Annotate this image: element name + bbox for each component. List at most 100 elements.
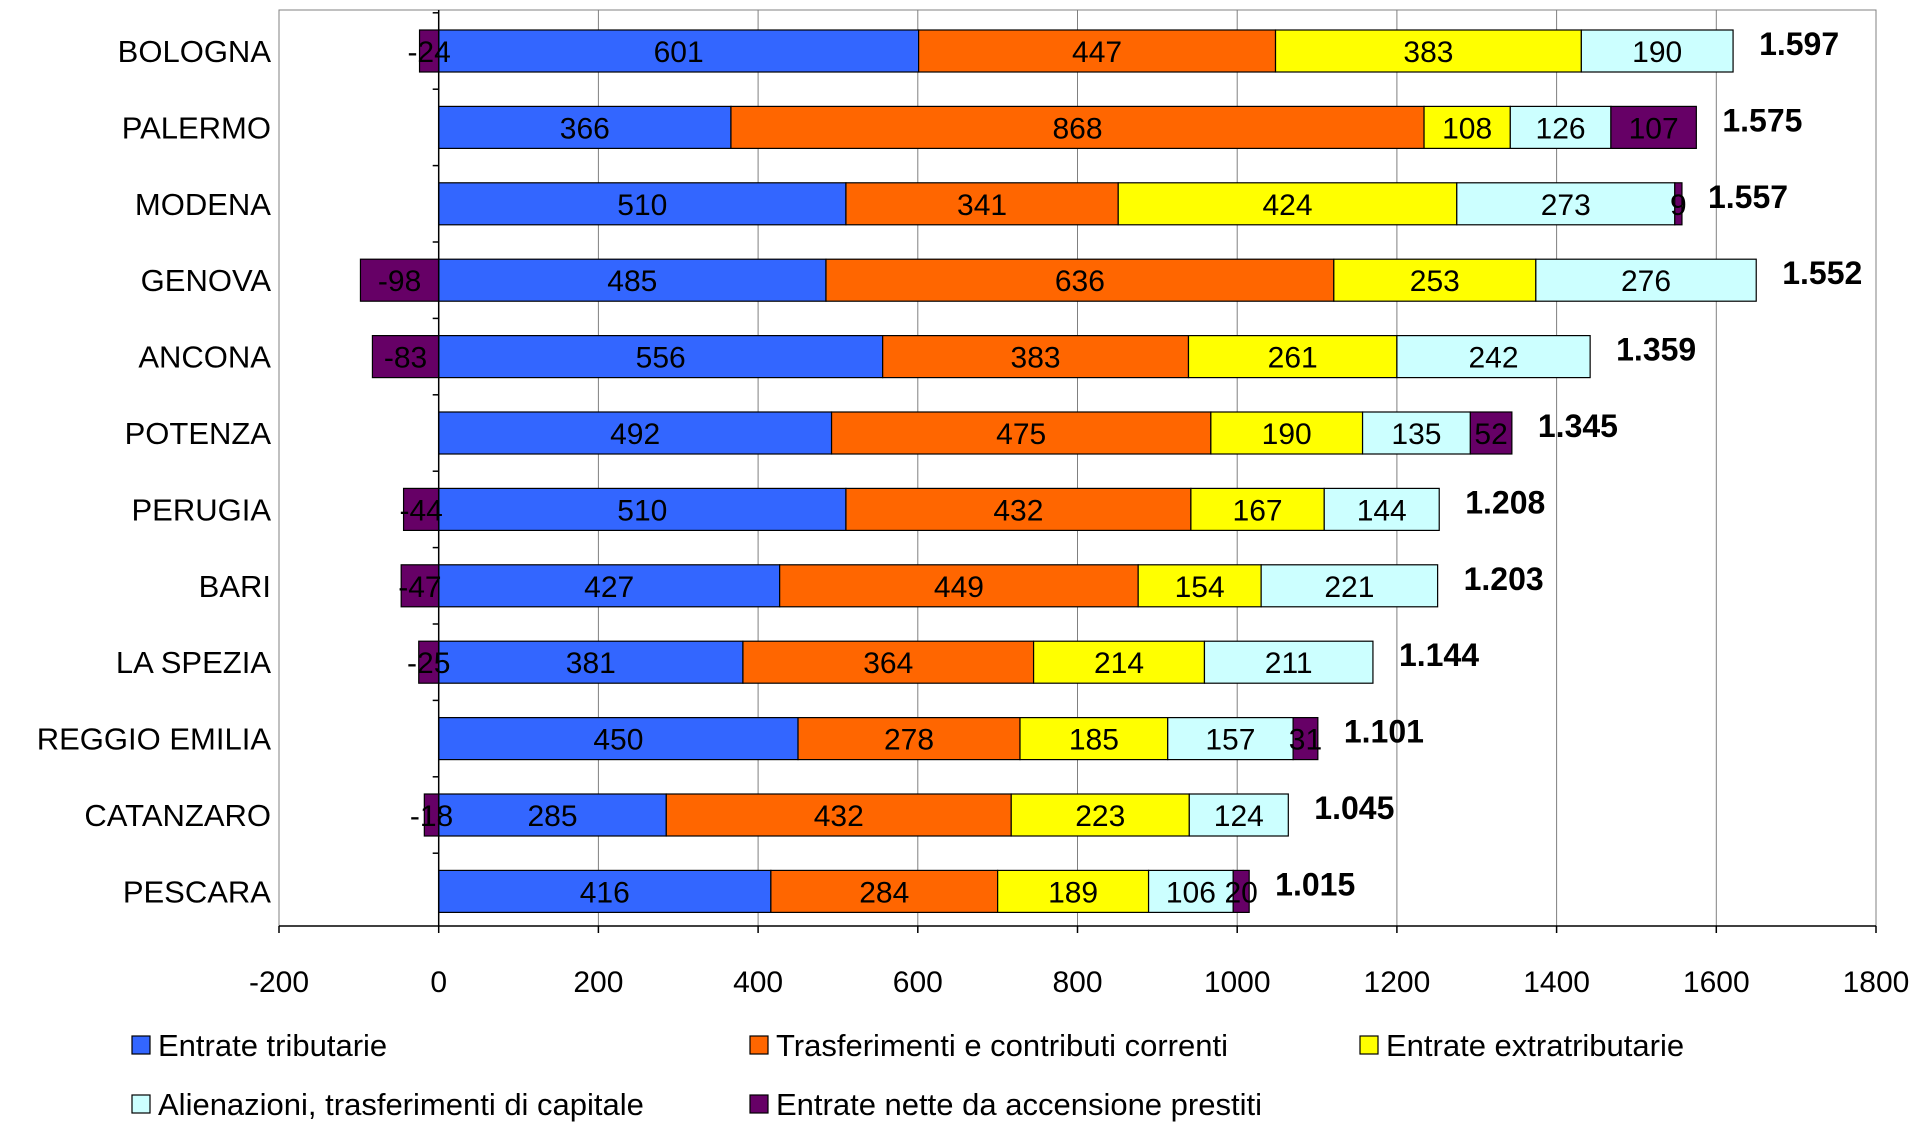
bar-segment xyxy=(1147,869,1234,914)
segment-value-label: 108 xyxy=(1442,112,1492,145)
x-tick-label: 600 xyxy=(893,966,943,999)
bar-segment xyxy=(438,182,847,226)
x-tick-label: 1800 xyxy=(1843,966,1910,999)
bar-segment xyxy=(1260,564,1439,608)
category-label: LA SPEZIA xyxy=(116,645,271,680)
segment-value-label: 107 xyxy=(1629,112,1679,145)
bar-segment xyxy=(665,793,1012,837)
segment-value-label: 190 xyxy=(1262,418,1312,451)
total-label: 1.359 xyxy=(1616,332,1696,368)
segment-value-label: 211 xyxy=(1265,647,1313,680)
x-tick-label: 200 xyxy=(573,966,623,999)
bar-segment xyxy=(402,487,440,531)
segment-value-label: 447 xyxy=(1072,36,1122,69)
total-label: 1.557 xyxy=(1708,179,1788,215)
bar-segment xyxy=(997,869,1150,914)
segment-value-label: 273 xyxy=(1541,189,1591,222)
bar-segment xyxy=(882,335,1190,379)
bar-segment xyxy=(1456,182,1676,226)
segment-value-label: 185 xyxy=(1069,724,1119,757)
category-label: REGGIO EMILIA xyxy=(37,722,272,757)
total-label: 1.015 xyxy=(1275,866,1355,902)
segment-value-label: 190 xyxy=(1632,36,1682,69)
total-label: 1.144 xyxy=(1399,637,1479,673)
segment-value-label: 261 xyxy=(1268,342,1318,375)
segment-value-label: 144 xyxy=(1357,494,1407,527)
segment-value-label: 284 xyxy=(859,876,909,909)
segment-value-label: 432 xyxy=(814,800,864,833)
bar-segment xyxy=(1137,564,1262,608)
x-tick-label: 800 xyxy=(1052,966,1102,999)
bar-segment xyxy=(438,411,833,455)
segment-value-label: 510 xyxy=(617,189,667,222)
segment-value-label: 124 xyxy=(1214,800,1264,833)
bar-segment xyxy=(359,258,440,302)
category-labels: BOLOGNA PALERMO MODENA GENOVA ANCONA POTENZA P… xyxy=(37,34,272,909)
bar-segment xyxy=(438,487,847,531)
bar-segment xyxy=(438,640,744,684)
bar-segment xyxy=(1019,716,1169,761)
category-label: BOLOGNA xyxy=(118,34,272,69)
x-tick-labels: -200 0 200 400 600 800 1000 1200 1400 1600 1800 xyxy=(249,966,1909,999)
segment-value-label: 449 xyxy=(934,571,984,604)
bar-segment xyxy=(1232,869,1250,914)
legend-swatch xyxy=(749,1035,769,1055)
total-label: 1.345 xyxy=(1538,408,1618,444)
category-label: PALERMO xyxy=(122,110,271,145)
bar-segment xyxy=(1610,105,1697,150)
segment-value-label: 223 xyxy=(1075,800,1125,833)
axes xyxy=(278,10,1877,933)
legend-label: Trasferimenti e contributi correnti xyxy=(776,1028,1228,1063)
segment-value-label: 475 xyxy=(996,418,1046,451)
segment-value-label: 601 xyxy=(654,36,704,69)
segment-value-label: 276 xyxy=(1621,265,1671,298)
segment-value-label: 636 xyxy=(1055,265,1105,298)
segment-value-label: 189 xyxy=(1048,876,1098,909)
bar-segment xyxy=(371,335,440,379)
segment-value-label: 157 xyxy=(1205,724,1255,757)
segment-value-label: 154 xyxy=(1175,571,1225,604)
segment-value-label: 427 xyxy=(584,571,634,604)
legend: Entrate tributarie Trasferimenti e contri… xyxy=(131,1028,1684,1122)
bar-segment xyxy=(845,487,1192,531)
segment-value-label: 341 xyxy=(957,189,1007,222)
segment-value-label: 278 xyxy=(884,724,934,757)
segment-value-label: 52 xyxy=(1474,418,1507,451)
legend-swatch xyxy=(131,1094,151,1114)
x-tick-label: 0 xyxy=(430,966,447,999)
bar-segment xyxy=(1188,793,1289,837)
bar-segment xyxy=(779,564,1139,608)
x-tick-label: 1600 xyxy=(1683,966,1750,999)
bar-segment xyxy=(1323,487,1440,531)
segment-value-label: 20 xyxy=(1225,876,1258,909)
total-label: 1.101 xyxy=(1344,714,1424,750)
category-label: GENOVA xyxy=(141,263,272,298)
segment-value-label: 285 xyxy=(527,800,577,833)
x-tick-label: 1200 xyxy=(1364,966,1431,999)
segment-value-label: 366 xyxy=(560,112,610,145)
bar-segment xyxy=(1187,335,1398,379)
category-label: PERUGIA xyxy=(131,492,271,527)
bar-segment xyxy=(1469,411,1513,455)
bar-segment xyxy=(1203,640,1374,684)
segment-value-label: 126 xyxy=(1536,112,1586,145)
segment-value-label: 31 xyxy=(1289,724,1322,757)
bar-segment xyxy=(825,258,1335,302)
segment-value-label: 383 xyxy=(1403,36,1453,69)
segment-value-label: 492 xyxy=(610,418,660,451)
bar-segment xyxy=(1292,716,1319,761)
legend-label: Alienazioni, trasferimenti di capitale xyxy=(158,1087,644,1122)
segment-value-label: 510 xyxy=(617,494,667,527)
segment-value-label: 242 xyxy=(1468,342,1518,375)
category-label: MODENA xyxy=(135,187,271,222)
segment-value-label: 416 xyxy=(580,876,630,909)
bar-segment xyxy=(1167,716,1294,761)
segment-value-label: -83 xyxy=(384,342,427,375)
bar-segment xyxy=(1117,182,1458,226)
x-tick-label: 1400 xyxy=(1523,966,1590,999)
segment-value-label: 167 xyxy=(1233,494,1283,527)
segment-value-label: 364 xyxy=(863,647,913,680)
x-tick-label: 1000 xyxy=(1204,966,1271,999)
segment-value-label: 383 xyxy=(1011,342,1061,375)
bar-segment xyxy=(438,869,772,914)
